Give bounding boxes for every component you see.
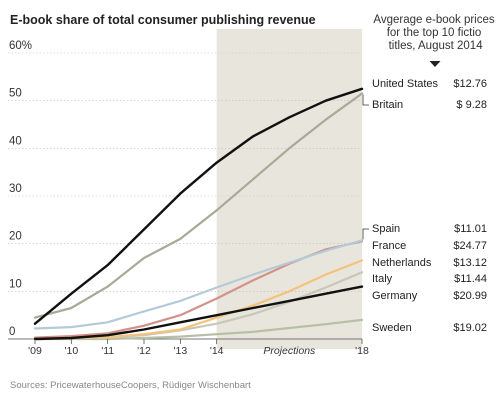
series-label: Netherlands — [372, 257, 432, 269]
x-tick-label: '18 — [355, 345, 369, 357]
series-price: $12.76 — [453, 78, 487, 90]
y-axis-ticks: 60% 50 40 30 20 10 0 — [9, 40, 32, 338]
x-axis-ticks: '09 '10 '11 '12 '13 '14 '18 — [28, 339, 369, 357]
y-tick-label: 60% — [9, 40, 32, 52]
y-tick-label: 20 — [9, 231, 22, 243]
y-tick-label: 50 — [9, 88, 22, 100]
x-tick-label: '13 — [173, 345, 187, 357]
x-tick-label: '10 — [64, 345, 78, 357]
series-price: $11.44 — [454, 273, 487, 285]
x-tick-label: '09 — [28, 345, 42, 357]
series-price: $19.02 — [453, 322, 487, 334]
series-line-united-states — [33, 87, 364, 325]
series-lines — [33, 87, 364, 341]
series-line-germany — [33, 285, 364, 341]
y-tick-label: 10 — [9, 278, 22, 290]
series-label: Britain — [372, 99, 403, 111]
britain-leader — [362, 94, 369, 106]
series-label: Italy — [372, 273, 393, 285]
series-price: $20.99 — [453, 290, 487, 302]
series-price: $ 9.28 — [456, 99, 487, 111]
x-tick-label: '12 — [137, 345, 151, 357]
spain-leader — [362, 228, 369, 240]
chart-title: E-book share of total consumer publishin… — [10, 13, 316, 27]
series-price: $13.12 — [453, 257, 487, 269]
price-header-arrow-icon — [429, 61, 441, 67]
series-line-spain — [33, 239, 364, 330]
series-label: Spain — [372, 223, 400, 235]
projections-label: Projections — [263, 345, 316, 357]
x-tick-label: '14 — [210, 345, 224, 357]
series-label: Sweden — [372, 322, 412, 334]
y-tick-label: 30 — [9, 183, 22, 195]
series-label: United States — [372, 78, 439, 90]
y-tick-label: 40 — [9, 135, 22, 147]
series-label: Germany — [372, 290, 418, 302]
series-label: France — [372, 240, 406, 252]
x-tick-label: '11 — [101, 345, 114, 357]
series-price: $24.77 — [453, 240, 487, 252]
series-labels: United States $12.76 Britain $ 9.28 Spain $11… — [362, 78, 487, 334]
series-line-britain — [33, 92, 364, 319]
series-price: $11.01 — [454, 223, 487, 235]
y-tick-label: 0 — [9, 326, 15, 338]
source-note: Sources: PricewaterhouseCoopers, Rüdiger… — [10, 380, 251, 391]
price-header: Avgerage e-book prices for the top 10 fic… — [373, 14, 494, 52]
